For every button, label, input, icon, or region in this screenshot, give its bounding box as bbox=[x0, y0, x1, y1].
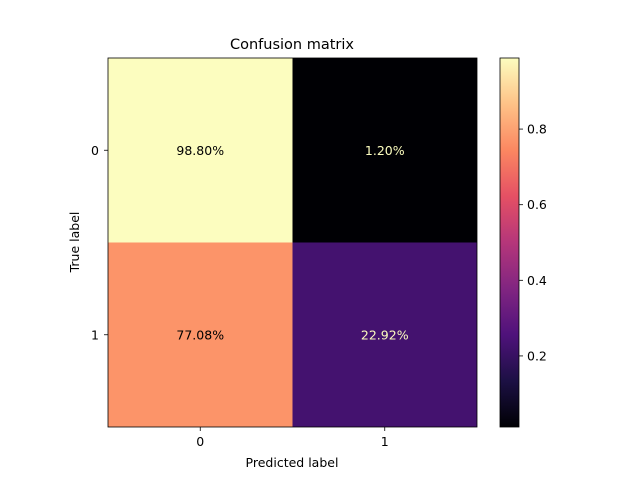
cell-value-label: 77.08% bbox=[176, 327, 224, 342]
heatmap-cells bbox=[108, 58, 477, 427]
y-axis-ticks: 01 bbox=[91, 143, 108, 342]
y-tick-label: 1 bbox=[91, 327, 99, 342]
chart-title: Confusion matrix bbox=[230, 37, 354, 53]
plot-frame bbox=[107, 57, 478, 428]
heatmap-cell-1-0 bbox=[108, 242, 293, 427]
cell-value-label: 98.80% bbox=[176, 143, 224, 158]
colorbar-tick-label: 0.6 bbox=[527, 197, 547, 212]
x-tick-label: 1 bbox=[381, 434, 389, 449]
heatmap-cell-labels: 98.80% 1.20% 77.08% 22.92% bbox=[176, 143, 408, 343]
x-tick-label: 0 bbox=[196, 434, 204, 449]
colorbar-ticks: 0.2 0.4 0.6 0.8 bbox=[519, 122, 547, 363]
colorbar-tick-label: 0.2 bbox=[527, 348, 547, 363]
y-axis-label: True label bbox=[67, 212, 82, 274]
heatmap-cell-1-1 bbox=[292, 242, 477, 427]
x-axis-label: Predicted label bbox=[246, 455, 339, 470]
heatmap-cell-0-1 bbox=[292, 58, 477, 243]
y-tick-label: 0 bbox=[91, 143, 99, 158]
colorbar-tick-label: 0.8 bbox=[527, 122, 547, 137]
colorbar bbox=[499, 57, 520, 428]
colorbar-tick-label: 0.4 bbox=[527, 273, 547, 288]
heatmap-cell-0-0 bbox=[108, 58, 293, 243]
cell-value-label: 22.92% bbox=[361, 327, 409, 342]
cell-value-label: 1.20% bbox=[365, 143, 405, 158]
